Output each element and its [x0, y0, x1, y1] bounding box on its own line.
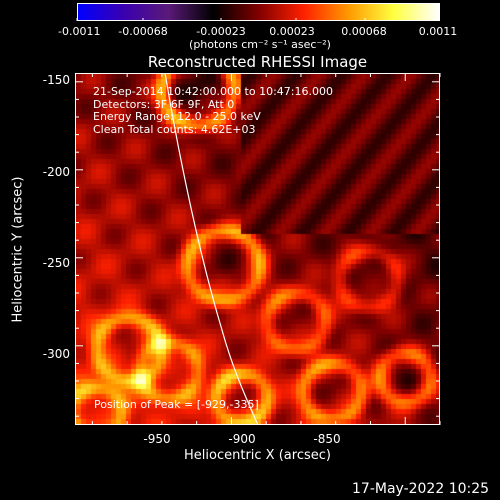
info-line-counts: Clean Total counts: 4.62E+03 [93, 122, 256, 136]
x-axis-label: Heliocentric X (arcsec) [184, 448, 331, 463]
info-line-time: 21-Sep-2014 10:42:00.000 to 10:47:16.000 [93, 85, 333, 98]
colorbar-tick-label: -0.00068 [118, 25, 168, 38]
colorbar-tick-label: 0.00023 [269, 25, 315, 38]
x-tick-label: -950 [143, 432, 171, 446]
y-tick-label: -300 [42, 347, 70, 361]
x-tick-label: -900 [228, 432, 256, 446]
colorbar-tick-label: 0.00068 [341, 25, 387, 38]
colorbar [77, 3, 440, 21]
info-line-detectors: Detectors: 3F 6F 9F, Att 0 [93, 97, 235, 111]
plot-title: Reconstructed RHESSI Image [147, 53, 368, 71]
x-tick-label: -850 [313, 432, 341, 446]
colorbar-tick-label: -0.0011 [58, 25, 101, 38]
y-tick-label: -200 [42, 165, 70, 179]
colorbar-tick-label: 0.0011 [418, 25, 458, 38]
info-overlay: 21-Sep-2014 10:42:00.000 to 10:47:16.000… [93, 85, 333, 136]
peak-position-text: Position of Peak = [-929,-335] [94, 398, 259, 411]
y-tick-label: -150 [42, 73, 70, 87]
y-axis-label: Heliocentric Y (arcsec) [10, 176, 26, 323]
colorbar-ticks [76, 18, 440, 21]
footer-timestamp: 17-May-2022 10:25 [352, 481, 490, 497]
y-tick-label: -250 [42, 256, 70, 270]
colorbar-unit-label: (photons cm⁻² s⁻¹ asec⁻²) [189, 38, 331, 51]
info-line-energy: Energy Range: 12.0 - 25.0 keV [93, 110, 261, 124]
colorbar-tick-label: -0.00023 [196, 25, 246, 38]
